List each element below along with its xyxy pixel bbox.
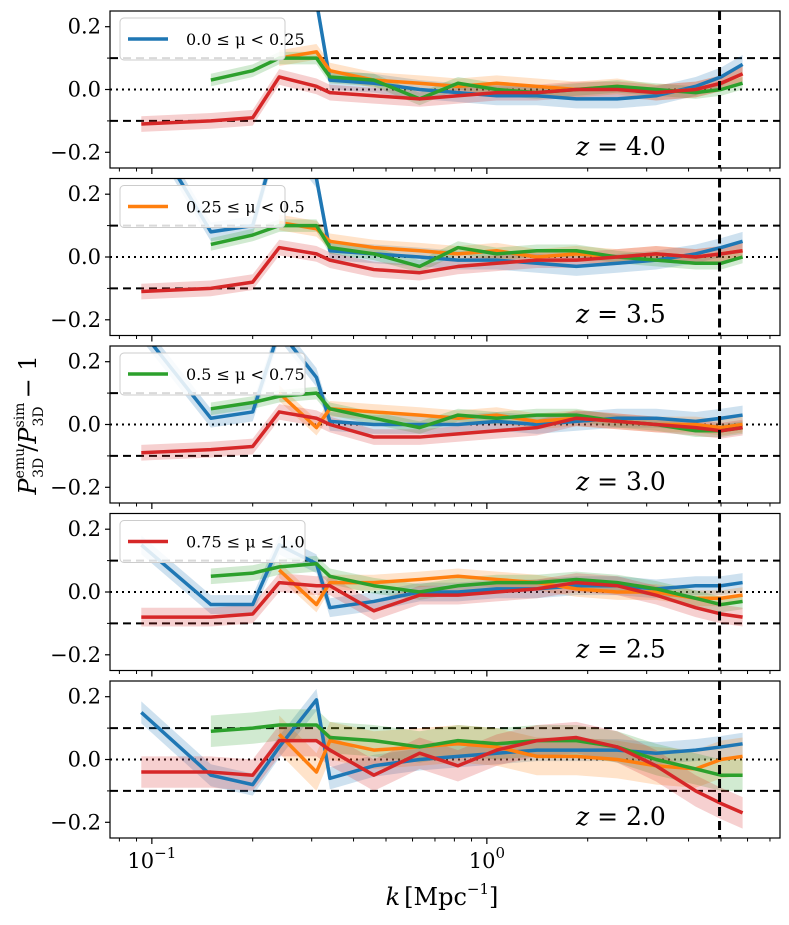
redshift-label: z = 2.0 <box>575 802 666 831</box>
svg-text:k[Mpc−1]: k [Mpc−1] <box>386 880 499 911</box>
y-tick-label: 0.0 <box>68 78 101 102</box>
blue-error-band <box>173 178 743 276</box>
y-tick-label: 0.2 <box>68 350 101 374</box>
legend-box <box>119 17 286 61</box>
green-error-band <box>210 386 743 438</box>
legend-box <box>119 352 306 396</box>
y-tick-label: 0.0 <box>68 413 101 437</box>
x-tick-label: 100 <box>469 844 505 873</box>
y-tick-label: 0.0 <box>68 245 101 269</box>
y-tick-label: −0.2 <box>50 643 101 667</box>
green-error-band <box>210 51 743 106</box>
panel-4: 0.2 0.0 −0.2 z = 2.0 10−1 100 <box>50 680 781 873</box>
panel-3: 0.2 0.0 −0.2 z = 2.5 0.75 ≤ μ ≤ 1.0 <box>50 512 781 677</box>
y-axis-title: Pemu 3D/Psim 3D− 1 <box>12 355 47 495</box>
legend: 0.0 ≤ μ < 0.25 <box>119 17 305 61</box>
redshift-label: z = 3.5 <box>575 300 666 329</box>
red-series-line <box>141 410 743 455</box>
blue-series-line <box>140 698 743 787</box>
red-series-line <box>141 245 743 294</box>
y-tick-label: 0.2 <box>68 685 101 709</box>
panels: 0.2 0.0 −0.2 z = 4.0 0.0 ≤ μ < 0.25 0.2 0.0 −0.… <box>50 10 781 873</box>
legend: 0.5 ≤ μ < 0.75 <box>119 352 306 396</box>
blue-series-line <box>176 178 744 269</box>
red-series-line <box>141 735 744 815</box>
redshift-label: z = 4.0 <box>575 132 666 161</box>
legend-label: 0.5 ≤ μ < 0.75 <box>186 365 305 384</box>
red-series-line <box>141 580 743 619</box>
panel-0: 0.2 0.0 −0.2 z = 4.0 0.0 ≤ μ < 0.25 <box>50 10 781 174</box>
blue-error-band <box>146 346 743 434</box>
plot-area <box>110 11 780 132</box>
y-tick-label: −0.2 <box>50 308 101 332</box>
panel-2: 0.2 0.0 −0.2 z = 3.0 0.5 ≤ μ < 0.75 <box>50 345 781 509</box>
orange-error-band <box>279 214 743 265</box>
y-tick-label: −0.2 <box>50 140 101 164</box>
green-series-line <box>210 223 744 269</box>
legend-box <box>119 185 286 228</box>
y-tick-label: 0.0 <box>68 748 101 772</box>
green-series-line <box>210 561 743 607</box>
panel-1: 0.2 0.0 −0.2 z = 3.5 0.25 ≤ μ < 0.5 <box>50 177 781 342</box>
red-series-line <box>141 72 744 126</box>
green-error-band <box>210 219 743 273</box>
legend-label: 0.25 ≤ μ < 0.5 <box>186 198 305 217</box>
plot-area <box>110 688 780 829</box>
legend: 0.25 ≤ μ < 0.5 <box>119 185 305 228</box>
legend: 0.75 ≤ μ ≤ 1.0 <box>119 520 306 563</box>
y-tick-label: 0.2 <box>68 15 101 39</box>
y-tick-label: −0.2 <box>50 475 101 499</box>
redshift-label: z = 2.5 <box>575 635 666 664</box>
plot-area <box>110 178 780 300</box>
redshift-label: z = 3.0 <box>575 467 666 496</box>
blue-series-line <box>140 543 743 610</box>
legend-box <box>119 520 306 563</box>
x-tick-label: 10−1 <box>127 844 176 873</box>
y-tick-label: 0.0 <box>68 580 101 604</box>
legend-label: 0.0 ≤ μ < 0.25 <box>186 30 305 49</box>
blue-error-band <box>141 688 743 796</box>
x-axis-title: k [Mpc−1] <box>386 880 499 911</box>
green-error-band <box>210 709 743 791</box>
y-tick-label: 0.2 <box>68 517 101 541</box>
green-series-line <box>210 723 743 777</box>
red-error-band <box>141 65 743 132</box>
legend-label: 0.75 ≤ μ ≤ 1.0 <box>186 533 305 552</box>
y-tick-label: −0.2 <box>50 810 101 834</box>
y-tick-label: 0.2 <box>68 182 101 206</box>
